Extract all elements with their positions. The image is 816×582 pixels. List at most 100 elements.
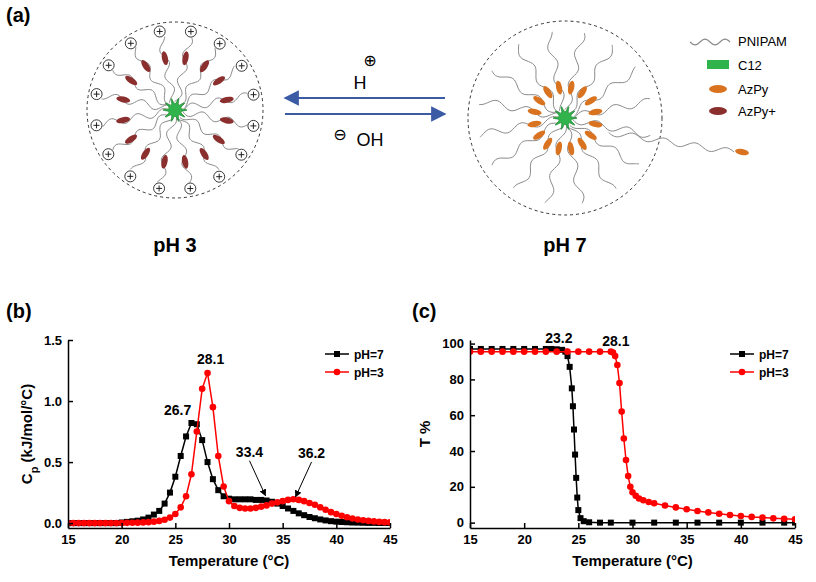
charge-icon bbox=[103, 149, 114, 160]
azpy bbox=[576, 85, 589, 100]
azpy bbox=[567, 80, 576, 95]
data-point bbox=[618, 408, 625, 415]
base-charge: ⊖ bbox=[333, 126, 346, 143]
pnipam-chain bbox=[176, 119, 219, 170]
series-line bbox=[470, 349, 795, 523]
charge-icon bbox=[125, 171, 136, 182]
data-point bbox=[781, 516, 788, 523]
legend-label: pH=7 bbox=[354, 348, 384, 362]
x-axis-title: Temperature (°C) bbox=[572, 552, 693, 569]
x-axis-tick-label: 45 bbox=[788, 532, 802, 547]
charge-sign bbox=[106, 62, 112, 68]
data-point bbox=[570, 403, 576, 409]
azpy-plus bbox=[116, 116, 131, 125]
y-axis-tick: 80 bbox=[450, 372, 475, 387]
diagram-legend: PNIPAMC12AzPyAzPy+ bbox=[690, 34, 787, 119]
data-point bbox=[199, 386, 206, 393]
data-point bbox=[178, 453, 184, 459]
x-axis-tick-label: 30 bbox=[626, 532, 640, 547]
charge-circle bbox=[103, 60, 114, 71]
azpy bbox=[735, 148, 750, 156]
azpy-plus bbox=[198, 147, 211, 162]
x-axis-tick: 30 bbox=[626, 523, 640, 547]
azpy bbox=[583, 94, 598, 107]
azpy bbox=[588, 108, 603, 117]
figure: (a)pH 3pH 7⊕H⊖OHPNIPAMC12AzPyAzPy+(b)152… bbox=[0, 0, 816, 582]
legend-label: C12 bbox=[738, 58, 762, 73]
panel-a: (a)pH 3pH 7⊕H⊖OHPNIPAMC12AzPyAzPy+ bbox=[6, 4, 787, 256]
azpy bbox=[532, 94, 547, 107]
charge-sign bbox=[188, 29, 194, 35]
data-point bbox=[597, 348, 604, 355]
data-point bbox=[210, 404, 217, 411]
charge-icon bbox=[154, 26, 165, 37]
pnipam-chain bbox=[160, 37, 175, 103]
data-point bbox=[625, 473, 632, 480]
data-point bbox=[177, 504, 184, 511]
data-point bbox=[586, 348, 593, 355]
annotation: 28.1 bbox=[197, 351, 224, 367]
y-axis-tick-label: 0 bbox=[457, 515, 464, 530]
data-point bbox=[573, 475, 579, 481]
data-point bbox=[172, 474, 178, 480]
x-axis-tick-mark bbox=[175, 523, 177, 528]
y-axis: 020406080100 bbox=[442, 336, 475, 530]
data-point bbox=[323, 517, 329, 523]
data-point bbox=[567, 364, 573, 370]
charge-sign bbox=[250, 123, 256, 129]
y-axis-tick: 0 bbox=[457, 515, 475, 530]
y-axis-line bbox=[68, 341, 70, 529]
annotation-arrow bbox=[296, 462, 312, 497]
azpy bbox=[576, 136, 589, 151]
charge-sign bbox=[239, 63, 245, 69]
charge-sign bbox=[128, 40, 134, 46]
azpy bbox=[527, 120, 542, 129]
charge-sign bbox=[251, 92, 257, 98]
legend-label: pH=3 bbox=[759, 366, 789, 380]
data-point bbox=[521, 348, 528, 355]
data-point bbox=[575, 507, 581, 513]
charge-icon bbox=[248, 89, 259, 100]
pnipam-chain bbox=[181, 48, 216, 105]
charge-icon bbox=[125, 38, 136, 49]
charge-circle bbox=[91, 120, 102, 131]
x-axis-tick: 45 bbox=[383, 523, 397, 547]
charge-sign bbox=[217, 41, 223, 47]
charge-icon bbox=[91, 120, 102, 131]
charge-sign bbox=[157, 28, 163, 34]
micelle-boundary bbox=[87, 22, 263, 198]
azpy-plus bbox=[116, 95, 131, 104]
data-point bbox=[597, 520, 603, 526]
pnipam-chain bbox=[518, 44, 558, 112]
legend-symbol bbox=[334, 351, 340, 357]
data-point bbox=[616, 380, 623, 387]
arrow-to-acid bbox=[285, 97, 445, 99]
charge-icon bbox=[91, 89, 102, 100]
legend-label: PNIPAM bbox=[738, 34, 787, 49]
x-axis-tick-label: 40 bbox=[734, 532, 748, 547]
data-point bbox=[499, 348, 506, 355]
pnipam-chain bbox=[492, 71, 559, 113]
x-axis-tick: 35 bbox=[680, 523, 694, 547]
data-point bbox=[581, 518, 587, 524]
azpy-plus bbox=[139, 146, 152, 161]
y-axis-tick-label: 60 bbox=[450, 408, 464, 423]
data-point bbox=[183, 433, 189, 439]
legend-entry: pH=3 bbox=[325, 366, 384, 380]
data-point bbox=[220, 483, 227, 490]
azpy-plus bbox=[124, 74, 139, 87]
y-axis-tick: 100 bbox=[442, 336, 475, 351]
x-axis-tick-label: 15 bbox=[463, 532, 477, 547]
charge-sign bbox=[216, 174, 222, 180]
charge-circle bbox=[248, 89, 259, 100]
chart-panel: (b)152025303540450.00.51.01.5Temperature… bbox=[6, 300, 398, 569]
charge-circle bbox=[125, 38, 136, 49]
x-axis-tick-label: 25 bbox=[572, 532, 586, 547]
data-point bbox=[387, 519, 390, 526]
data-point bbox=[205, 459, 211, 465]
y-axis-tick-mark bbox=[470, 415, 475, 417]
azpy-plus bbox=[219, 96, 234, 105]
data-point bbox=[296, 510, 302, 516]
charge-sign bbox=[105, 151, 111, 157]
x-axis-tick-mark bbox=[741, 523, 743, 528]
